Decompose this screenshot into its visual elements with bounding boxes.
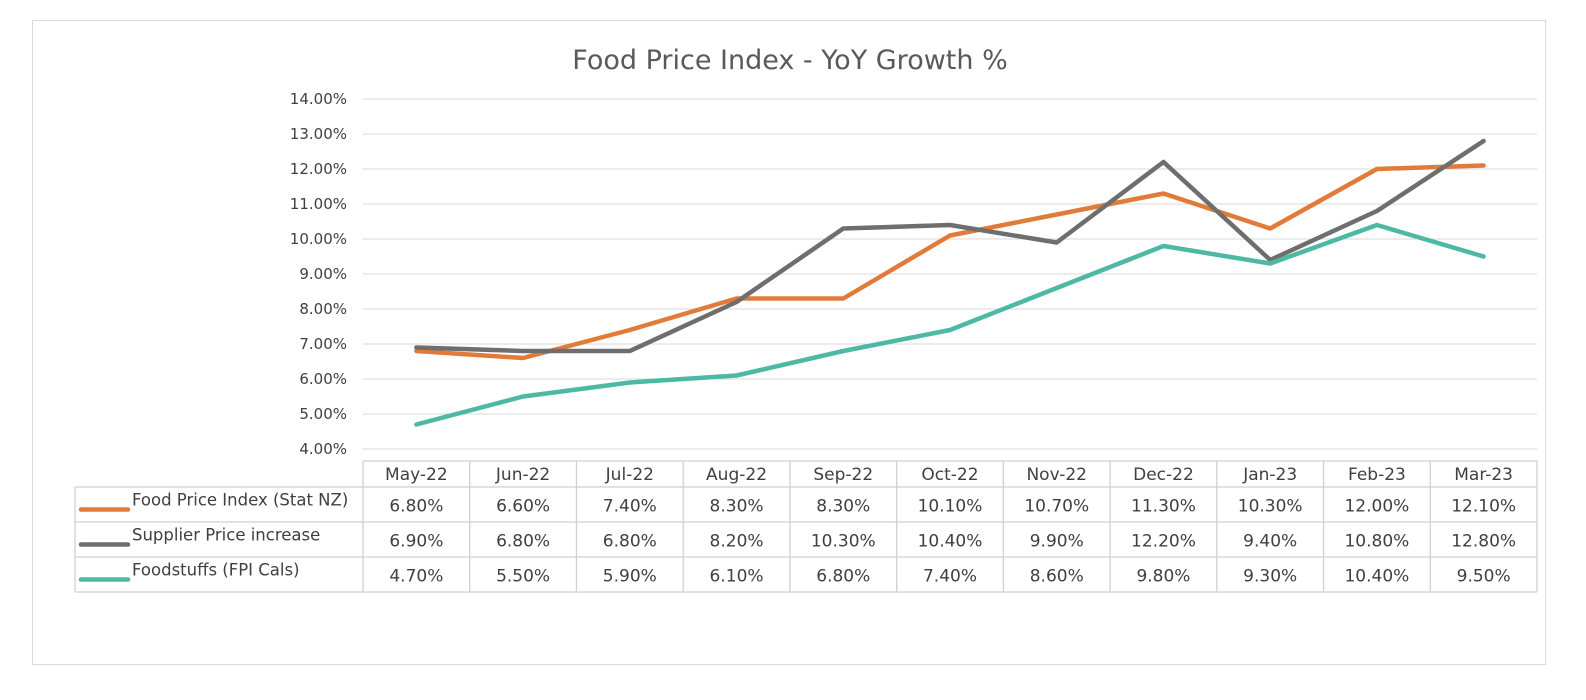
data-value-label: 6.10% <box>710 567 764 587</box>
x-category-label: Jun-22 <box>495 465 550 485</box>
series-name-label: Foodstuffs (FPI Cals) <box>132 561 300 580</box>
x-category-label: Feb-23 <box>1348 465 1406 485</box>
data-value-label: 6.90% <box>389 532 443 552</box>
data-value-label: 6.80% <box>389 497 443 517</box>
data-value-label: 8.60% <box>1030 567 1084 587</box>
x-category-label: Sep-22 <box>813 465 873 485</box>
data-value-label: 9.40% <box>1243 532 1297 552</box>
data-value-label: 8.30% <box>816 497 870 517</box>
y-tick-label: 9.00% <box>299 265 347 283</box>
data-value-label: 8.30% <box>710 497 764 517</box>
data-value-label: 5.50% <box>496 567 550 587</box>
y-tick-label: 14.00% <box>290 90 347 108</box>
x-category-label: Jul-22 <box>605 465 654 485</box>
data-value-label: 6.80% <box>603 532 657 552</box>
x-category-label: Dec-22 <box>1133 465 1194 485</box>
data-value-label: 6.60% <box>496 497 550 517</box>
x-category-label: Mar-23 <box>1454 465 1513 485</box>
data-value-label: 12.10% <box>1451 497 1516 517</box>
data-value-label: 10.70% <box>1024 497 1089 517</box>
y-tick-label: 4.00% <box>299 440 347 458</box>
data-table: May-22 Jun-22 Jul-22 Aug-22 Sep-22 Oct-22 Nov-… <box>74 460 1538 593</box>
data-value-label: 7.40% <box>603 497 657 517</box>
series-line <box>414 163 1486 361</box>
data-value-label: 8.20% <box>710 532 764 552</box>
y-tick-label: 7.00% <box>299 335 347 353</box>
data-value-label: 5.90% <box>603 567 657 587</box>
data-value-label: 10.30% <box>811 532 876 552</box>
series-lines <box>414 138 1486 427</box>
data-value-label: 10.30% <box>1238 497 1303 517</box>
data-value-label: 9.80% <box>1136 567 1190 587</box>
series-line <box>414 138 1486 354</box>
data-value-label: 10.80% <box>1344 532 1409 552</box>
data-value-label: 6.80% <box>496 532 550 552</box>
data-value-label: 4.70% <box>389 567 443 587</box>
data-value-label: 10.10% <box>918 497 983 517</box>
series-name-label: Food Price Index (Stat NZ) <box>132 491 348 510</box>
data-value-label: 6.80% <box>816 567 870 587</box>
data-value-label: 9.50% <box>1457 567 1511 587</box>
data-value-label: 12.00% <box>1344 497 1409 517</box>
data-value-label: 12.80% <box>1451 532 1516 552</box>
y-tick-label: 11.00% <box>290 195 347 213</box>
series-name-label: Supplier Price increase <box>132 526 320 545</box>
x-category-label: Aug-22 <box>706 465 767 485</box>
x-category-label: Jan-23 <box>1242 465 1297 485</box>
chart-title: Food Price Index - YoY Growth % <box>572 45 1007 76</box>
data-value-label: 7.40% <box>923 567 977 587</box>
y-axis-ticks: 4.00% 5.00% 6.00% 7.00% 8.00% 9.00% 10.00% 11.0… <box>290 90 347 458</box>
data-value-label: 12.20% <box>1131 532 1196 552</box>
x-category-label: May-22 <box>385 465 448 485</box>
y-tick-label: 5.00% <box>299 405 347 423</box>
data-value-label: 10.40% <box>1344 567 1409 587</box>
data-value-label: 10.40% <box>918 532 983 552</box>
data-value-label: 11.30% <box>1131 497 1196 517</box>
y-tick-label: 6.00% <box>299 370 347 388</box>
y-tick-label: 8.00% <box>299 300 347 318</box>
series-line <box>414 222 1486 427</box>
data-value-label: 9.30% <box>1243 567 1297 587</box>
x-category-label: Nov-22 <box>1026 465 1087 485</box>
y-tick-label: 13.00% <box>290 125 347 143</box>
y-tick-label: 12.00% <box>290 160 347 178</box>
data-value-label: 9.90% <box>1030 532 1084 552</box>
x-category-label: Oct-22 <box>921 465 978 485</box>
y-tick-label: 10.00% <box>290 230 347 248</box>
